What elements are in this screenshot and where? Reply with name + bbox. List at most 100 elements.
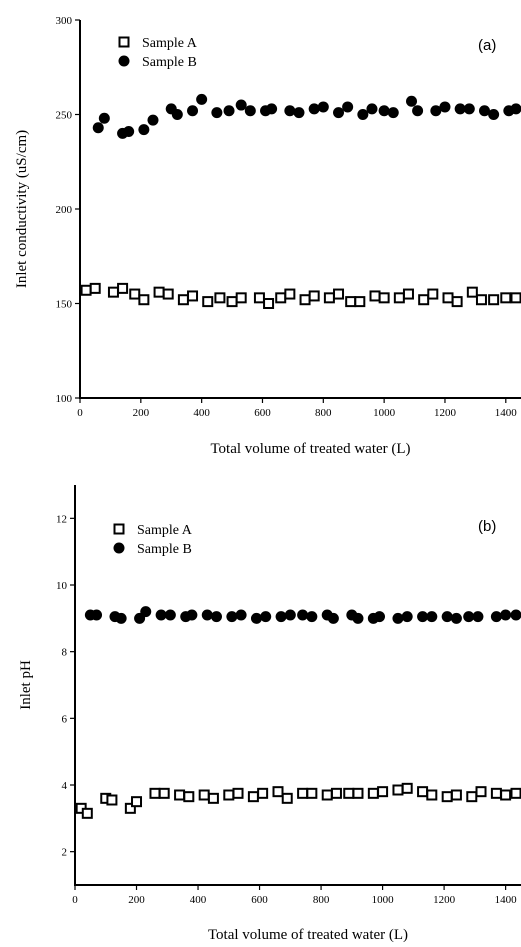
data-point-square: [500, 292, 512, 304]
x-axis-label: Total volume of treated water (L): [208, 927, 408, 943]
data-point-circle: [450, 612, 462, 624]
data-point-circle: [500, 609, 512, 621]
x-tick-label: 800: [313, 894, 330, 906]
data-point-square: [306, 787, 318, 799]
data-point-square: [352, 787, 364, 799]
data-point-square: [272, 786, 284, 798]
data-point-square: [299, 294, 311, 306]
data-point-square: [202, 296, 214, 308]
data-point-circle: [510, 609, 521, 621]
data-point-circle: [98, 112, 110, 124]
data-point-circle: [387, 107, 399, 119]
data-point-square: [354, 296, 366, 308]
x-tick-label: 400: [190, 894, 207, 906]
data-point-square: [475, 294, 487, 306]
data-point-square: [187, 290, 199, 302]
data-point-square: [369, 290, 381, 302]
data-point-circle: [260, 611, 272, 623]
data-point-circle: [293, 107, 305, 119]
data-point-circle: [510, 103, 521, 115]
data-point-square: [281, 792, 293, 804]
data-point-circle: [308, 103, 320, 115]
x-tick-label: 600: [254, 407, 271, 419]
data-point-square: [418, 294, 430, 306]
data-point-square: [490, 787, 502, 799]
x-tick-label: 200: [128, 894, 145, 906]
data-point-circle: [275, 611, 287, 623]
data-point-circle: [417, 611, 429, 623]
data-point-square: [223, 789, 235, 801]
data-point-square: [253, 292, 265, 304]
data-point-square: [442, 292, 454, 304]
y-tick-label: 100: [56, 393, 73, 405]
data-point-square: [427, 288, 439, 300]
series-sample-b: [92, 93, 521, 139]
y-tick-label: 300: [56, 15, 73, 27]
y-tick-label: 4: [62, 780, 68, 792]
data-point-circle: [463, 611, 475, 623]
data-point-square: [89, 282, 101, 294]
data-point-square: [106, 794, 118, 806]
data-point-square: [263, 298, 275, 309]
x-tick-label: 600: [251, 894, 268, 906]
data-point-square: [235, 292, 247, 304]
data-point-square: [345, 296, 357, 308]
data-point-circle: [490, 611, 502, 623]
data-point-square: [124, 802, 136, 814]
data-point-circle: [235, 99, 247, 111]
data-point-circle: [426, 611, 438, 623]
data-point-circle: [401, 611, 413, 623]
legend-label: Sample B: [142, 55, 197, 70]
data-point-square: [475, 786, 487, 798]
legend: Sample A Sample B: [113, 523, 193, 557]
data-point-square: [198, 789, 210, 801]
data-point-square: [488, 294, 500, 306]
data-point-circle: [406, 95, 418, 107]
y-tick-label: 2: [62, 847, 68, 859]
y-tick-label: 150: [56, 299, 73, 311]
data-point-square: [451, 296, 463, 308]
y-tick-label: 6: [62, 713, 68, 725]
data-point-square: [441, 791, 453, 803]
data-point-square: [129, 288, 141, 300]
data-point-square: [131, 796, 143, 808]
data-point-square: [117, 282, 129, 294]
data-point-circle: [164, 609, 176, 621]
series-sample-b: [84, 606, 521, 624]
data-point-square: [308, 290, 320, 302]
data-point-circle: [147, 114, 159, 126]
data-point-circle: [223, 105, 235, 117]
x-tick-label: 1000: [372, 894, 395, 906]
data-point-circle: [186, 609, 198, 621]
legend-label: Sample A: [142, 36, 198, 51]
data-point-square: [138, 294, 150, 306]
data-point-circle: [439, 101, 451, 113]
data-point-square: [378, 292, 390, 304]
data-point-circle: [374, 611, 386, 623]
data-point-square: [247, 791, 259, 803]
chart-panel-b: 0 200 400 600 800 1000 1200 1400 2 4 6 8 10 12 Total v…: [18, 485, 521, 943]
data-point-square: [275, 292, 287, 304]
data-point-square: [510, 787, 521, 799]
data-point-circle: [306, 611, 318, 623]
y-tick-label: 200: [56, 204, 73, 216]
data-point-circle: [244, 105, 256, 117]
data-point-square: [158, 787, 170, 799]
data-point-circle: [92, 122, 104, 134]
data-point-square: [183, 791, 195, 803]
data-point-circle: [357, 109, 369, 120]
data-point-square: [323, 292, 335, 304]
data-point-square: [392, 784, 404, 796]
legend-label: Sample B: [137, 542, 192, 557]
data-point-circle: [441, 611, 453, 623]
data-point-square: [226, 296, 238, 308]
x-tick-label: 1200: [434, 407, 457, 419]
y-axis-label: Inlet conductivity (uS/cm): [14, 130, 30, 288]
data-point-circle: [378, 105, 390, 117]
y-tick-label: 8: [62, 647, 68, 659]
data-point-circle: [430, 105, 442, 117]
data-point-square: [330, 787, 342, 799]
data-point-circle: [479, 105, 491, 117]
legend-marker: [113, 523, 125, 535]
